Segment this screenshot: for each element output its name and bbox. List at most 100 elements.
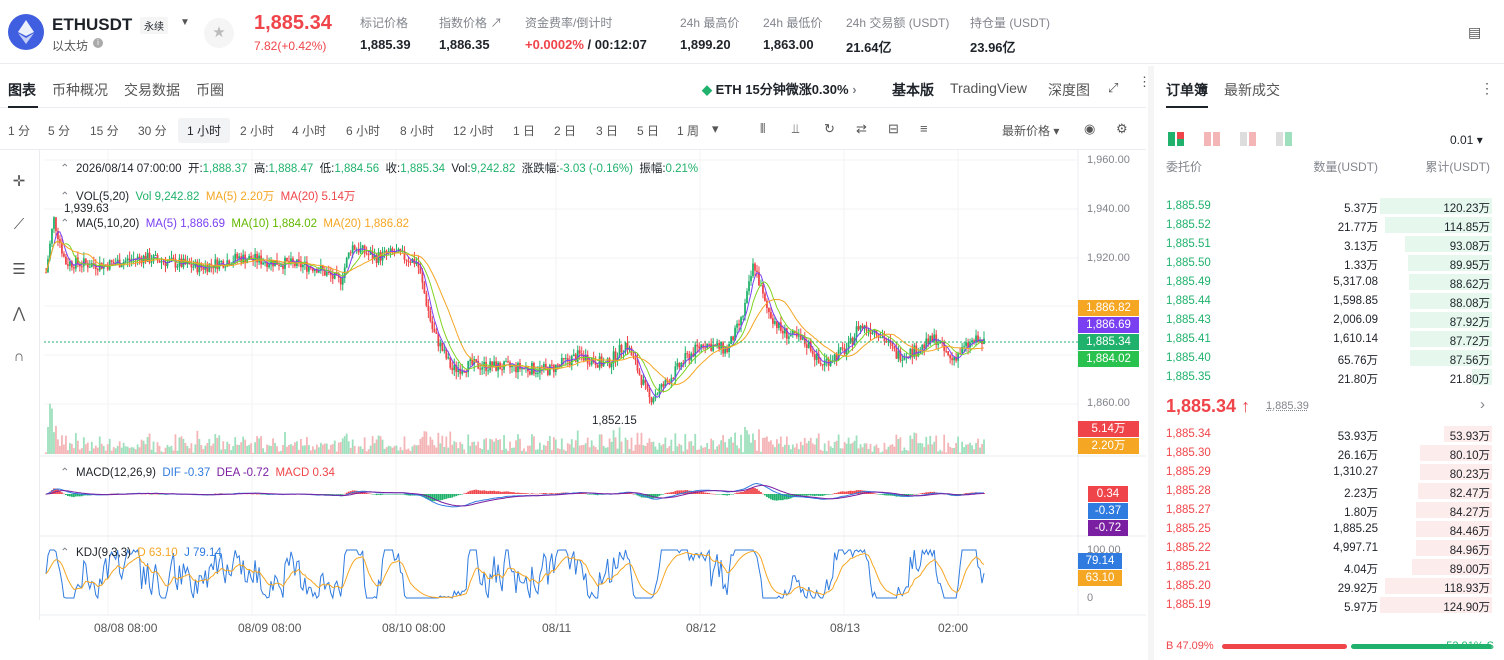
candle-body: [349, 252, 352, 254]
bid-row[interactable]: 1,885.22 4,997.71 84.96万: [1154, 539, 1504, 558]
compare-icon[interactable]: ⇄: [856, 121, 867, 136]
asks-view-icon[interactable]: [1204, 132, 1220, 146]
ask-row[interactable]: 1,885.40 65.76万 87.56万: [1154, 349, 1504, 368]
refresh-icon[interactable]: ↻: [824, 121, 835, 136]
timeframe-2[interactable]: 15 分: [90, 124, 119, 138]
tab-chart[interactable]: 图表: [8, 82, 36, 98]
volume-bar: [186, 445, 189, 454]
symbol-dropdown-icon[interactable]: ▼: [180, 17, 190, 28]
timeframe-9[interactable]: 12 小时: [453, 124, 494, 138]
price-chart[interactable]: [0, 0, 1148, 660]
row-qty: 4,997.71: [1333, 542, 1378, 554]
ask-row[interactable]: 1,885.50 1.33万 89.95万: [1154, 254, 1504, 273]
horizontal-line-icon[interactable]: ☰: [12, 261, 26, 278]
trendline-icon[interactable]: ⟋: [13, 216, 25, 233]
candle-body: [124, 260, 127, 262]
view-basic[interactable]: 基本版: [892, 82, 934, 98]
layout-icon[interactable]: ≡: [920, 121, 928, 136]
timeframe-4[interactable]: 1 小时: [178, 118, 231, 143]
bid-row[interactable]: 1,885.20 29.92万 118.93万: [1154, 577, 1504, 596]
macd-bar: [825, 494, 828, 495]
timeframe-12[interactable]: 3 日: [596, 124, 619, 138]
volume-bar: [268, 445, 270, 454]
tab-recent-trades[interactable]: 最新成交: [1224, 82, 1280, 98]
indicators-icon[interactable]: ⫫: [792, 121, 800, 136]
macd-bar: [59, 490, 61, 494]
ask-row[interactable]: 1,885.49 5,317.08 88.62万: [1154, 273, 1504, 292]
candle-body: [738, 323, 740, 326]
fullscreen-icon[interactable]: ⤢: [1108, 80, 1119, 95]
timeframe-3[interactable]: 30 分: [138, 124, 167, 138]
pattern-icon[interactable]: ⋀: [12, 305, 26, 322]
ask-row[interactable]: 1,885.44 1,598.85 88.08万: [1154, 292, 1504, 311]
ask-row[interactable]: 1,885.51 3.13万 93.08万: [1154, 235, 1504, 254]
bids-view-icon[interactable]: [1276, 132, 1292, 146]
screenshot-icon[interactable]: ◉: [1084, 121, 1096, 136]
ask-row[interactable]: 1,885.59 5.37万 120.23万: [1154, 197, 1504, 216]
timeframe-8[interactable]: 8 小时: [400, 124, 435, 138]
candle-body: [795, 333, 798, 337]
bid-row[interactable]: 1,885.29 1,310.27 80.23万: [1154, 463, 1504, 482]
row-price: 1,885.25: [1166, 523, 1211, 535]
candle-body: [730, 336, 732, 345]
bid-row[interactable]: 1,885.19 5.97万 124.90万: [1154, 596, 1504, 615]
tab-trading-data[interactable]: 交易数据: [124, 82, 180, 98]
tab-coin-overview[interactable]: 币种概况: [52, 82, 108, 98]
view-depth[interactable]: 深度图: [1048, 82, 1090, 98]
timeframe-dropdown-icon[interactable]: ▾: [712, 121, 719, 136]
more-icon[interactable]: ⋮: [1138, 74, 1151, 89]
precision-select[interactable]: 0.01 ▾: [1450, 133, 1483, 147]
bid-row[interactable]: 1,885.25 1,885.25 84.46万: [1154, 520, 1504, 539]
timeframe-5[interactable]: 2 小时: [240, 124, 275, 138]
timeframe-6[interactable]: 4 小时: [292, 124, 327, 138]
bid-row[interactable]: 1,885.34 53.93万 53.93万: [1154, 425, 1504, 444]
both-sides-view-icon[interactable]: [1168, 132, 1184, 146]
candle-body: [170, 257, 173, 260]
book-icon[interactable]: ▤: [1468, 24, 1482, 40]
symbol-name[interactable]: ETHUSDT: [52, 15, 133, 34]
timeframe-11[interactable]: 2 日: [554, 124, 577, 138]
tab-coin-circle[interactable]: 币圈: [196, 82, 224, 98]
bid-row[interactable]: 1,885.21 4.04万 89.00万: [1154, 558, 1504, 577]
magnet-icon[interactable]: ∩: [13, 348, 25, 365]
expand-chevron-icon[interactable]: ›: [1480, 396, 1485, 413]
info-icon[interactable]: i: [93, 38, 103, 48]
bid-row[interactable]: 1,885.27 1.80万 84.27万: [1154, 501, 1504, 520]
timeframe-13[interactable]: 5 日: [637, 124, 660, 138]
timeframe-1[interactable]: 5 分: [48, 124, 71, 138]
tab-orderbook[interactable]: 订单簿: [1166, 82, 1208, 98]
candle-type-icon[interactable]: ⫴: [760, 121, 766, 136]
volume-bar: [433, 445, 436, 454]
volume-bar: [805, 443, 808, 454]
macd-bar: [853, 490, 856, 494]
ask-row[interactable]: 1,885.43 2,006.09 87.92万: [1154, 311, 1504, 330]
price-type-select[interactable]: 最新价格 ▾: [1002, 124, 1060, 138]
ask-row[interactable]: 1,885.35 21.80万 21.80万: [1154, 368, 1504, 387]
bids-ask-view-icon[interactable]: [1240, 132, 1256, 146]
macd-bar: [76, 494, 79, 497]
timeframe-7[interactable]: 6 小时: [346, 124, 381, 138]
candle-body: [234, 253, 237, 262]
promo-link[interactable]: ◆ ETH 15分钟微涨0.30% ›: [702, 82, 857, 97]
volume-bar: [742, 452, 744, 454]
template-icon[interactable]: ⊟: [888, 121, 899, 136]
favorite-star-icon[interactable]: ★: [204, 18, 234, 48]
timeframe-10[interactable]: 1 日: [513, 124, 536, 138]
macd-bar: [437, 494, 440, 501]
volume-bar: [513, 447, 515, 454]
macd-bar: [676, 490, 679, 494]
bid-row[interactable]: 1,885.28 2.23万 82.47万: [1154, 482, 1504, 501]
ask-row[interactable]: 1,885.52 21.77万 114.85万: [1154, 216, 1504, 235]
ask-row[interactable]: 1,885.41 1,610.14 87.72万: [1154, 330, 1504, 349]
volume-bar: [130, 447, 133, 454]
timeframe-14[interactable]: 1 周: [677, 124, 700, 138]
stat-index-price[interactable]: 指数价格 ↗ 1,886.35: [439, 16, 503, 52]
more-icon[interactable]: ⋮: [1480, 80, 1494, 96]
bid-row[interactable]: 1,885.30 26.16万 80.10万: [1154, 444, 1504, 463]
ma10-line: [45, 241, 985, 393]
timeframe-0[interactable]: 1 分: [8, 124, 31, 138]
view-tradingview[interactable]: TradingView: [950, 80, 1028, 96]
crosshair-icon[interactable]: ✛: [12, 173, 26, 190]
candle-body: [801, 337, 804, 340]
settings-icon[interactable]: ⚙: [1116, 121, 1128, 136]
